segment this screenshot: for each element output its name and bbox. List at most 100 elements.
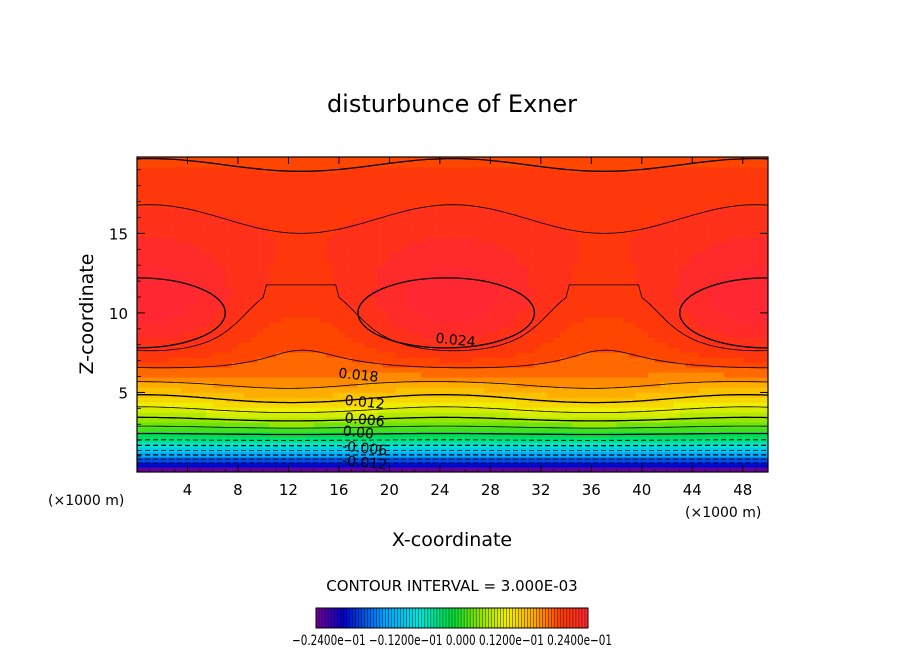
- field-cell: [231, 347, 239, 353]
- field-cell: [275, 342, 283, 348]
- field-cell: [603, 367, 611, 373]
- field-cell: [610, 377, 618, 383]
- field-cell: [730, 247, 738, 253]
- field-cell: [572, 447, 580, 453]
- field-cell: [484, 462, 491, 468]
- field-cell: [547, 297, 555, 303]
- field-cell: [319, 257, 327, 263]
- field-cell: [269, 317, 277, 323]
- field-cell: [742, 382, 750, 388]
- field-cell: [585, 362, 592, 368]
- field-cell: [326, 277, 334, 283]
- field-cell: [692, 302, 700, 308]
- field-cell: [704, 432, 712, 438]
- field-cell: [181, 387, 189, 393]
- field-cell: [357, 292, 365, 298]
- field-cell: [414, 352, 422, 358]
- field-cell: [578, 427, 586, 433]
- field-cell: [357, 337, 365, 343]
- field-cell: [288, 447, 296, 453]
- field-cell: [616, 252, 624, 258]
- field-cell: [250, 327, 258, 333]
- field-cell: [660, 377, 668, 383]
- field-cell: [515, 282, 523, 288]
- field-cell: [357, 247, 365, 253]
- field-cell: [168, 362, 176, 368]
- field-cell: [641, 252, 649, 258]
- field-cell: [572, 392, 580, 398]
- field-cell: [370, 422, 378, 428]
- field-cell: [730, 432, 738, 438]
- field-cell: [187, 367, 195, 373]
- field-cell: [641, 312, 649, 318]
- field-cell: [389, 302, 397, 308]
- field-cell: [698, 237, 706, 243]
- field-cell: [414, 292, 422, 298]
- field-cell: [319, 337, 327, 343]
- field-cell: [717, 377, 725, 383]
- field-cell: [610, 422, 618, 428]
- field-cell: [610, 242, 618, 248]
- field-cell: [319, 372, 327, 378]
- field-cell: [212, 247, 220, 253]
- field-cell: [477, 467, 485, 472]
- field-cell: [477, 232, 485, 238]
- field-cell: [263, 342, 271, 348]
- field-cell: [648, 372, 656, 378]
- field-cell: [244, 357, 252, 363]
- field-cell: [181, 452, 189, 458]
- field-cell: [452, 417, 460, 423]
- field-cell: [477, 457, 485, 463]
- field-cell: [389, 322, 397, 328]
- field-cell: [667, 242, 674, 248]
- field-cell: [452, 442, 460, 448]
- field-cell: [572, 397, 580, 403]
- field-cell: [698, 407, 706, 413]
- field-cell: [244, 287, 252, 293]
- field-cell: [679, 292, 687, 298]
- field-cell: [181, 412, 189, 418]
- field-cell: [149, 422, 157, 428]
- field-cell: [591, 277, 599, 283]
- field-cell: [603, 277, 611, 283]
- field-cell: [206, 372, 214, 378]
- field-cell: [162, 417, 170, 423]
- field-cell: [263, 372, 271, 378]
- field-cell: [502, 462, 510, 468]
- field-cell: [212, 302, 220, 308]
- field-cell: [622, 402, 630, 408]
- field-cell: [603, 317, 611, 323]
- field-cell: [673, 267, 681, 273]
- field-cell: [212, 462, 220, 468]
- field-cell: [736, 237, 744, 243]
- field-cell: [414, 252, 422, 258]
- field-cell: [458, 222, 466, 228]
- field-cell: [237, 252, 245, 258]
- field-cell: [540, 272, 548, 278]
- field-cell: [496, 412, 504, 418]
- field-cell: [237, 437, 245, 443]
- field-cell: [307, 312, 315, 318]
- field-cell: [679, 462, 687, 468]
- field-cell: [301, 402, 308, 408]
- field-cell: [591, 417, 599, 423]
- field-cell: [597, 372, 605, 378]
- field-cell: [174, 292, 182, 298]
- field-cell: [288, 362, 296, 368]
- field-cell: [326, 332, 334, 338]
- field-cell: [313, 347, 321, 353]
- field-cell: [559, 427, 567, 433]
- field-cell: [465, 397, 473, 403]
- field-cell: [364, 347, 372, 353]
- field-cell: [704, 447, 712, 453]
- field-cell: [660, 387, 668, 393]
- field-cell: [269, 287, 277, 293]
- field-cell: [717, 242, 725, 248]
- field-cell: [660, 372, 668, 378]
- field-cell: [616, 227, 624, 233]
- field-cell: [553, 292, 561, 298]
- field-cell: [200, 372, 208, 378]
- field-cell: [364, 432, 372, 438]
- field-cell: [622, 252, 630, 258]
- field-cell: [673, 422, 681, 428]
